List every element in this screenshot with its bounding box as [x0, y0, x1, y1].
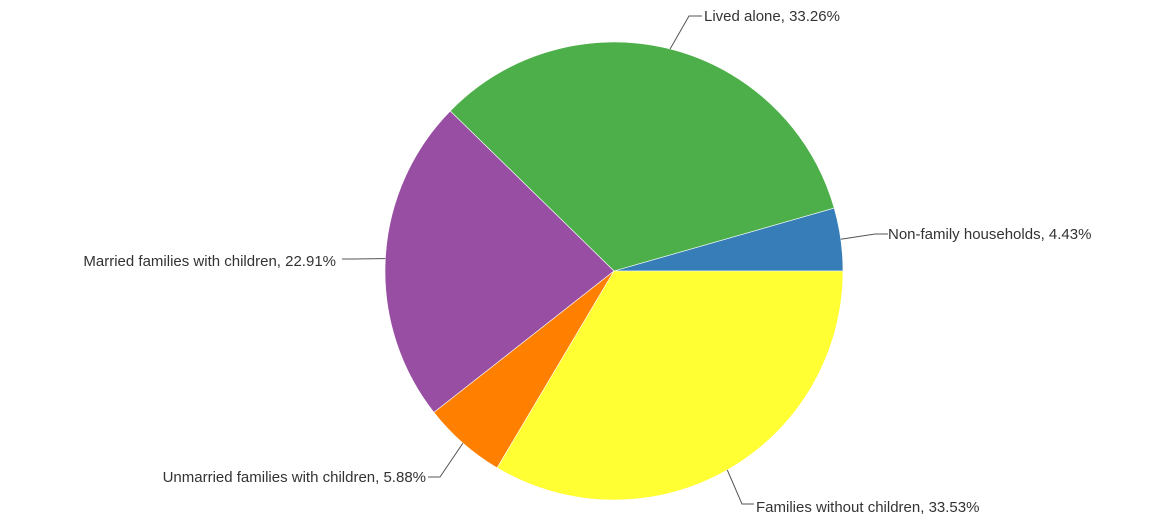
leader-line	[840, 233, 888, 240]
leader-line	[669, 15, 702, 50]
data-label: Married families with children, 22.91%	[83, 253, 336, 270]
data-label: Non-family households, 4.43%	[888, 226, 1091, 243]
pie-slice-families-without-children	[496, 270, 844, 501]
slices-layer	[384, 41, 844, 501]
leader-lines-layer	[342, 15, 888, 505]
leader-line	[726, 469, 754, 505]
data-label: Lived alone, 33.26%	[704, 8, 840, 25]
leader-line	[428, 442, 464, 478]
data-labels-layer: Non-family households, 4.43% Lived alone,…	[83, 8, 1091, 516]
data-label: Unmarried families with children, 5.88%	[163, 469, 426, 486]
data-label: Families without children, 33.53%	[756, 499, 979, 516]
pie-slice-married-families-with-children	[384, 110, 615, 413]
